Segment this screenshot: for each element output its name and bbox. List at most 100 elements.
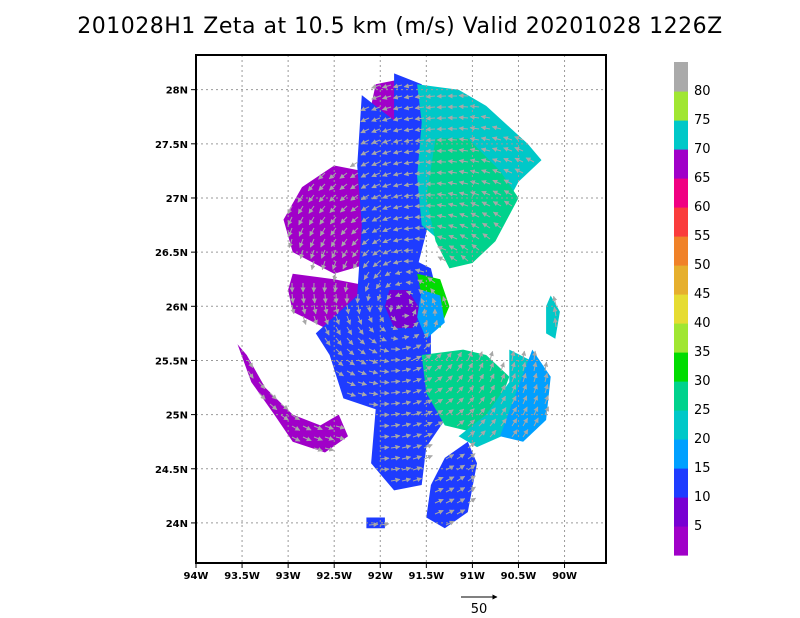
colorbar-swatch-16 <box>674 62 688 92</box>
vector-402 <box>401 378 412 384</box>
vector-248 <box>310 260 316 271</box>
vector-551 <box>445 520 455 526</box>
vector-220 <box>341 238 348 247</box>
vector-236 <box>331 249 337 259</box>
vector-444 <box>423 399 433 405</box>
vector-124 <box>403 182 414 188</box>
vector-256 <box>392 259 403 265</box>
vector-395 <box>543 361 549 372</box>
vector-451 <box>500 395 506 405</box>
vector-372 <box>510 350 516 361</box>
vector-12 <box>458 93 469 99</box>
vector-474 <box>291 425 301 431</box>
vector-3 <box>403 83 414 89</box>
vector-209 <box>436 224 447 230</box>
vector-34 <box>469 114 480 120</box>
vector-275 <box>375 282 381 290</box>
vector-17 <box>403 105 414 111</box>
colorbar-swatch-8 <box>674 294 688 324</box>
vector-96 <box>318 172 326 180</box>
vector-432 <box>500 384 506 394</box>
vector-135 <box>308 194 315 203</box>
vector-228 <box>436 235 447 241</box>
chart-title: 201028H1 Zeta at 10.5 km (m/s) Valid 202… <box>77 14 723 39</box>
vector-33 <box>458 115 469 121</box>
x-axis: 94W 93.5W 93W 92.5W 92W 91.5W 91W 90.5W 90W <box>184 563 577 582</box>
vector-321 <box>411 309 417 317</box>
vector-116 <box>318 183 326 191</box>
vector-61 <box>491 136 502 142</box>
vector-174 <box>503 200 513 207</box>
vector-200 <box>340 227 348 236</box>
vector-232 <box>482 233 491 240</box>
vector-422 <box>390 390 401 396</box>
vector-297 <box>312 304 318 315</box>
vector-84 <box>403 160 414 166</box>
vector-386 <box>445 363 453 372</box>
region-15 <box>426 441 477 529</box>
vector-77 <box>503 147 513 152</box>
vector-204 <box>382 227 392 233</box>
vector-45 <box>458 126 469 132</box>
vector-205 <box>392 226 403 232</box>
vector-520 <box>423 454 433 460</box>
vector-384 <box>423 365 433 372</box>
vector-313 <box>324 315 329 325</box>
vector-83 <box>392 160 403 166</box>
vector-507 <box>522 429 529 438</box>
vector-359 <box>357 359 367 365</box>
vector-82 <box>382 161 392 166</box>
vector-509 <box>324 446 335 452</box>
vector-328 <box>357 326 364 335</box>
vector-263 <box>373 271 381 279</box>
vector-399 <box>368 380 379 386</box>
vector-158 <box>329 205 337 213</box>
vector-341 <box>368 337 377 344</box>
vector-489 <box>500 418 507 427</box>
vector-113 <box>503 168 513 174</box>
vector-274 <box>364 282 370 292</box>
vector-172 <box>481 201 491 207</box>
vector-548 <box>456 509 466 515</box>
vector-521 <box>445 454 455 460</box>
vector-426 <box>434 387 443 394</box>
vector-535 <box>445 476 455 482</box>
vector-39 <box>392 127 403 133</box>
vector-482 <box>412 422 422 427</box>
vector-92 <box>492 158 502 163</box>
vector-193 <box>481 212 491 218</box>
vector-246 <box>460 244 469 251</box>
vector-125 <box>414 181 425 187</box>
vector-418 <box>346 392 356 397</box>
vector-400 <box>379 379 390 385</box>
vector-58 <box>458 136 469 142</box>
vector-206 <box>403 226 414 232</box>
vector-18 <box>414 105 425 111</box>
vector-487 <box>478 419 486 427</box>
colorbar-label-9: 50 <box>694 258 711 273</box>
vector-358 <box>346 359 355 366</box>
vector-539 <box>445 487 455 493</box>
vector-366 <box>434 353 442 361</box>
vector-375 <box>247 370 254 379</box>
vector-333 <box>412 321 419 328</box>
vector-211 <box>459 223 469 229</box>
vector-308 <box>431 297 437 306</box>
y-tick-label-4: 26N <box>166 302 188 313</box>
vector-413 <box>521 372 527 383</box>
vector-483 <box>423 421 433 427</box>
vector-505 <box>489 429 497 438</box>
vector-55 <box>425 137 436 143</box>
vector-508 <box>313 447 323 452</box>
vector-19 <box>425 104 436 110</box>
vector-460 <box>401 411 412 417</box>
vector-154 <box>287 205 293 215</box>
vector-219 <box>330 238 337 248</box>
vector-14 <box>371 106 381 111</box>
vector-293 <box>418 289 425 295</box>
vector-325 <box>324 326 330 336</box>
vector-436 <box>543 383 549 394</box>
vector-202 <box>361 227 370 234</box>
vector-153 <box>503 190 513 196</box>
reference-vector: 50 <box>461 594 498 617</box>
